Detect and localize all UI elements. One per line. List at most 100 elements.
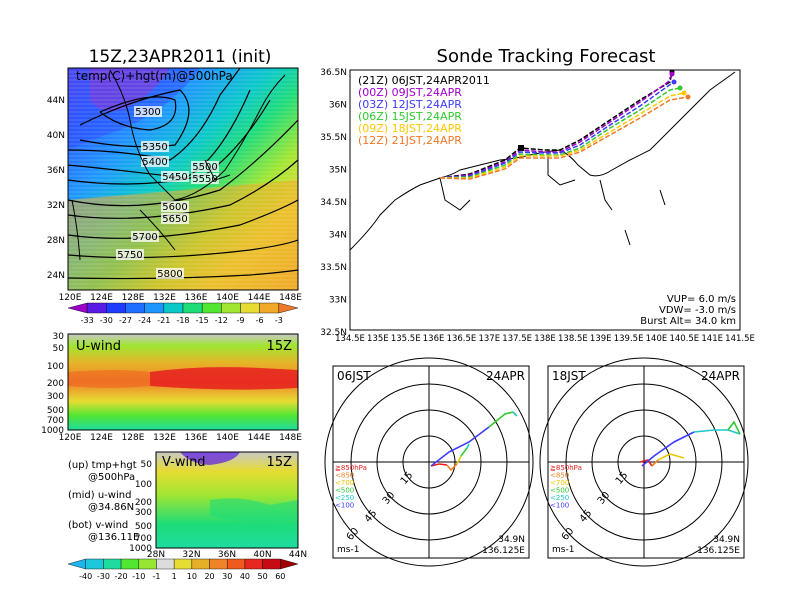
contour-label-bg	[156, 268, 184, 279]
colorbar-tick: -6	[256, 316, 264, 325]
lat-tick: 33N	[329, 296, 347, 306]
colorbar-tick: 10	[187, 572, 197, 581]
note-value: @34.86N	[88, 502, 134, 513]
contour-label: 5600	[162, 202, 187, 213]
lat-tick: 40N	[47, 131, 65, 141]
pressure-tick: 300	[47, 392, 64, 402]
contour-label: 5650	[162, 214, 187, 225]
track-legend-item: (00Z) 09JST,24APR	[358, 86, 462, 99]
map-label: temp(C)+hgt(m)@500hPa	[76, 69, 233, 83]
colorbar-tick: -12	[215, 316, 228, 325]
track-legend-item: (21Z) 06JST,24APR2011	[358, 74, 490, 87]
colorbar-swatch	[244, 558, 263, 570]
contour-label: 5800	[157, 269, 182, 280]
polar-time: 18JST	[552, 369, 586, 383]
polar-date: 24APR	[486, 369, 525, 383]
level-legend-item: <700	[550, 479, 569, 487]
contour-label-bg	[161, 171, 189, 182]
colorbar-tick: -10	[132, 572, 145, 581]
colorbar-tick: -27	[119, 316, 132, 325]
contour-label-bg	[131, 231, 159, 242]
left-title: 15Z,23APR2011 (init)	[89, 47, 272, 67]
colorbar-swatch	[106, 302, 126, 314]
hodograph-segment	[430, 426, 490, 467]
polar-lon: 136.125E	[482, 546, 525, 556]
colorbar-swatch	[103, 558, 122, 570]
colorbar-tick: 50	[258, 572, 268, 581]
contour-label-bg	[191, 173, 219, 184]
parameter: VDW= -3.0 m/s	[659, 305, 736, 316]
hodograph-segment	[727, 420, 741, 435]
colorbar-swatch	[182, 302, 203, 314]
v-wind-time: 15Z	[267, 455, 293, 470]
panel-notes: (up) tmp+hgt@500hPa (mid) u-wind@34.86N (b…	[68, 460, 139, 543]
track-legend-item: (12Z) 21JST,24APR	[358, 134, 462, 147]
pressure-tick: 30	[53, 332, 65, 342]
lat-tick: 32N	[182, 550, 200, 560]
colorbar-swatch	[280, 558, 299, 570]
colorbar-swatch	[278, 302, 299, 314]
contour-label: 5550	[192, 174, 217, 185]
colorbar-swatch	[209, 558, 228, 570]
pressure-tick: 1000	[41, 426, 64, 436]
lon-tick: 137.5E	[502, 334, 532, 344]
burst-point	[681, 90, 687, 96]
range-ring	[539, 357, 749, 567]
pressure-tick: 100	[135, 480, 152, 490]
colorbar-tick: -20	[115, 572, 128, 581]
sonde-track	[439, 73, 673, 179]
temperature-map: 5300535054005450550055505600565057005750…	[47, 67, 302, 303]
lon-tick: 148E	[279, 433, 302, 443]
hodograph-segment	[460, 447, 468, 457]
polar-date: 24APR	[701, 369, 740, 383]
level-legend-item: ≧850hPa	[550, 464, 582, 472]
burst-point	[677, 85, 683, 91]
colorbar-swatch	[86, 302, 107, 314]
lat-tick: 40N	[253, 550, 271, 560]
note-key: (bot) v-wind	[68, 520, 128, 531]
lon-tick: 137E	[478, 334, 500, 344]
lat-tick: 33.5N	[320, 263, 347, 273]
coastline	[71, 69, 286, 261]
colorbar-swatch	[201, 302, 222, 314]
colorbar-tick: 60	[275, 572, 285, 581]
parameter: VUP= 6.0 m/s	[667, 294, 736, 305]
hodograph-segment	[657, 453, 685, 461]
lon-tick: 144E	[248, 433, 271, 443]
lon-tick: 141.5E	[725, 334, 755, 344]
level-legend-item: <100	[550, 502, 569, 510]
level-legend-item: <500	[550, 487, 569, 495]
lon-tick: 140E	[646, 334, 668, 344]
hodograph-segment	[466, 443, 470, 449]
lat-tick: 36N	[47, 166, 65, 176]
hodograph-segment	[512, 411, 518, 417]
lon-tick: 140.5E	[669, 334, 699, 344]
track-legend-item: (09Z) 18JST,24APR	[358, 122, 462, 135]
hodograph-segment	[488, 411, 514, 428]
contour-label-bg	[141, 141, 169, 152]
lat-tick: 34.5N	[320, 198, 347, 208]
track-legend-item: (06Z) 15JST,24APR	[358, 110, 462, 123]
note-value: @136.11E	[88, 532, 139, 543]
colorbar-tick: -1	[152, 572, 160, 581]
colorbar-swatch	[240, 302, 260, 314]
pressure-tick: 300	[135, 508, 152, 518]
lon-tick: 140E	[216, 293, 239, 303]
lat-tick: 35.5N	[320, 133, 347, 143]
u-wind-time: 15Z	[267, 339, 293, 354]
contour-label: 5400	[142, 157, 167, 168]
level-legend-item: <850	[550, 472, 569, 480]
colorbar-swatch	[67, 302, 88, 314]
unit-label: ms-1	[552, 545, 574, 555]
lat-tick: 36N	[329, 101, 347, 111]
colorbar-swatch	[259, 302, 280, 314]
tracking-map: (21Z) 06JST,24APR2011(00Z) 09JST,24APR (0…	[320, 68, 755, 344]
colorbar-swatch	[125, 302, 145, 314]
launch-site-marker	[518, 145, 524, 151]
pressure-tick: 500	[47, 406, 64, 416]
lon-tick: 141E	[701, 334, 723, 344]
v-wind-label: V-wind	[162, 455, 206, 470]
lon-tick: 132E	[153, 293, 176, 303]
